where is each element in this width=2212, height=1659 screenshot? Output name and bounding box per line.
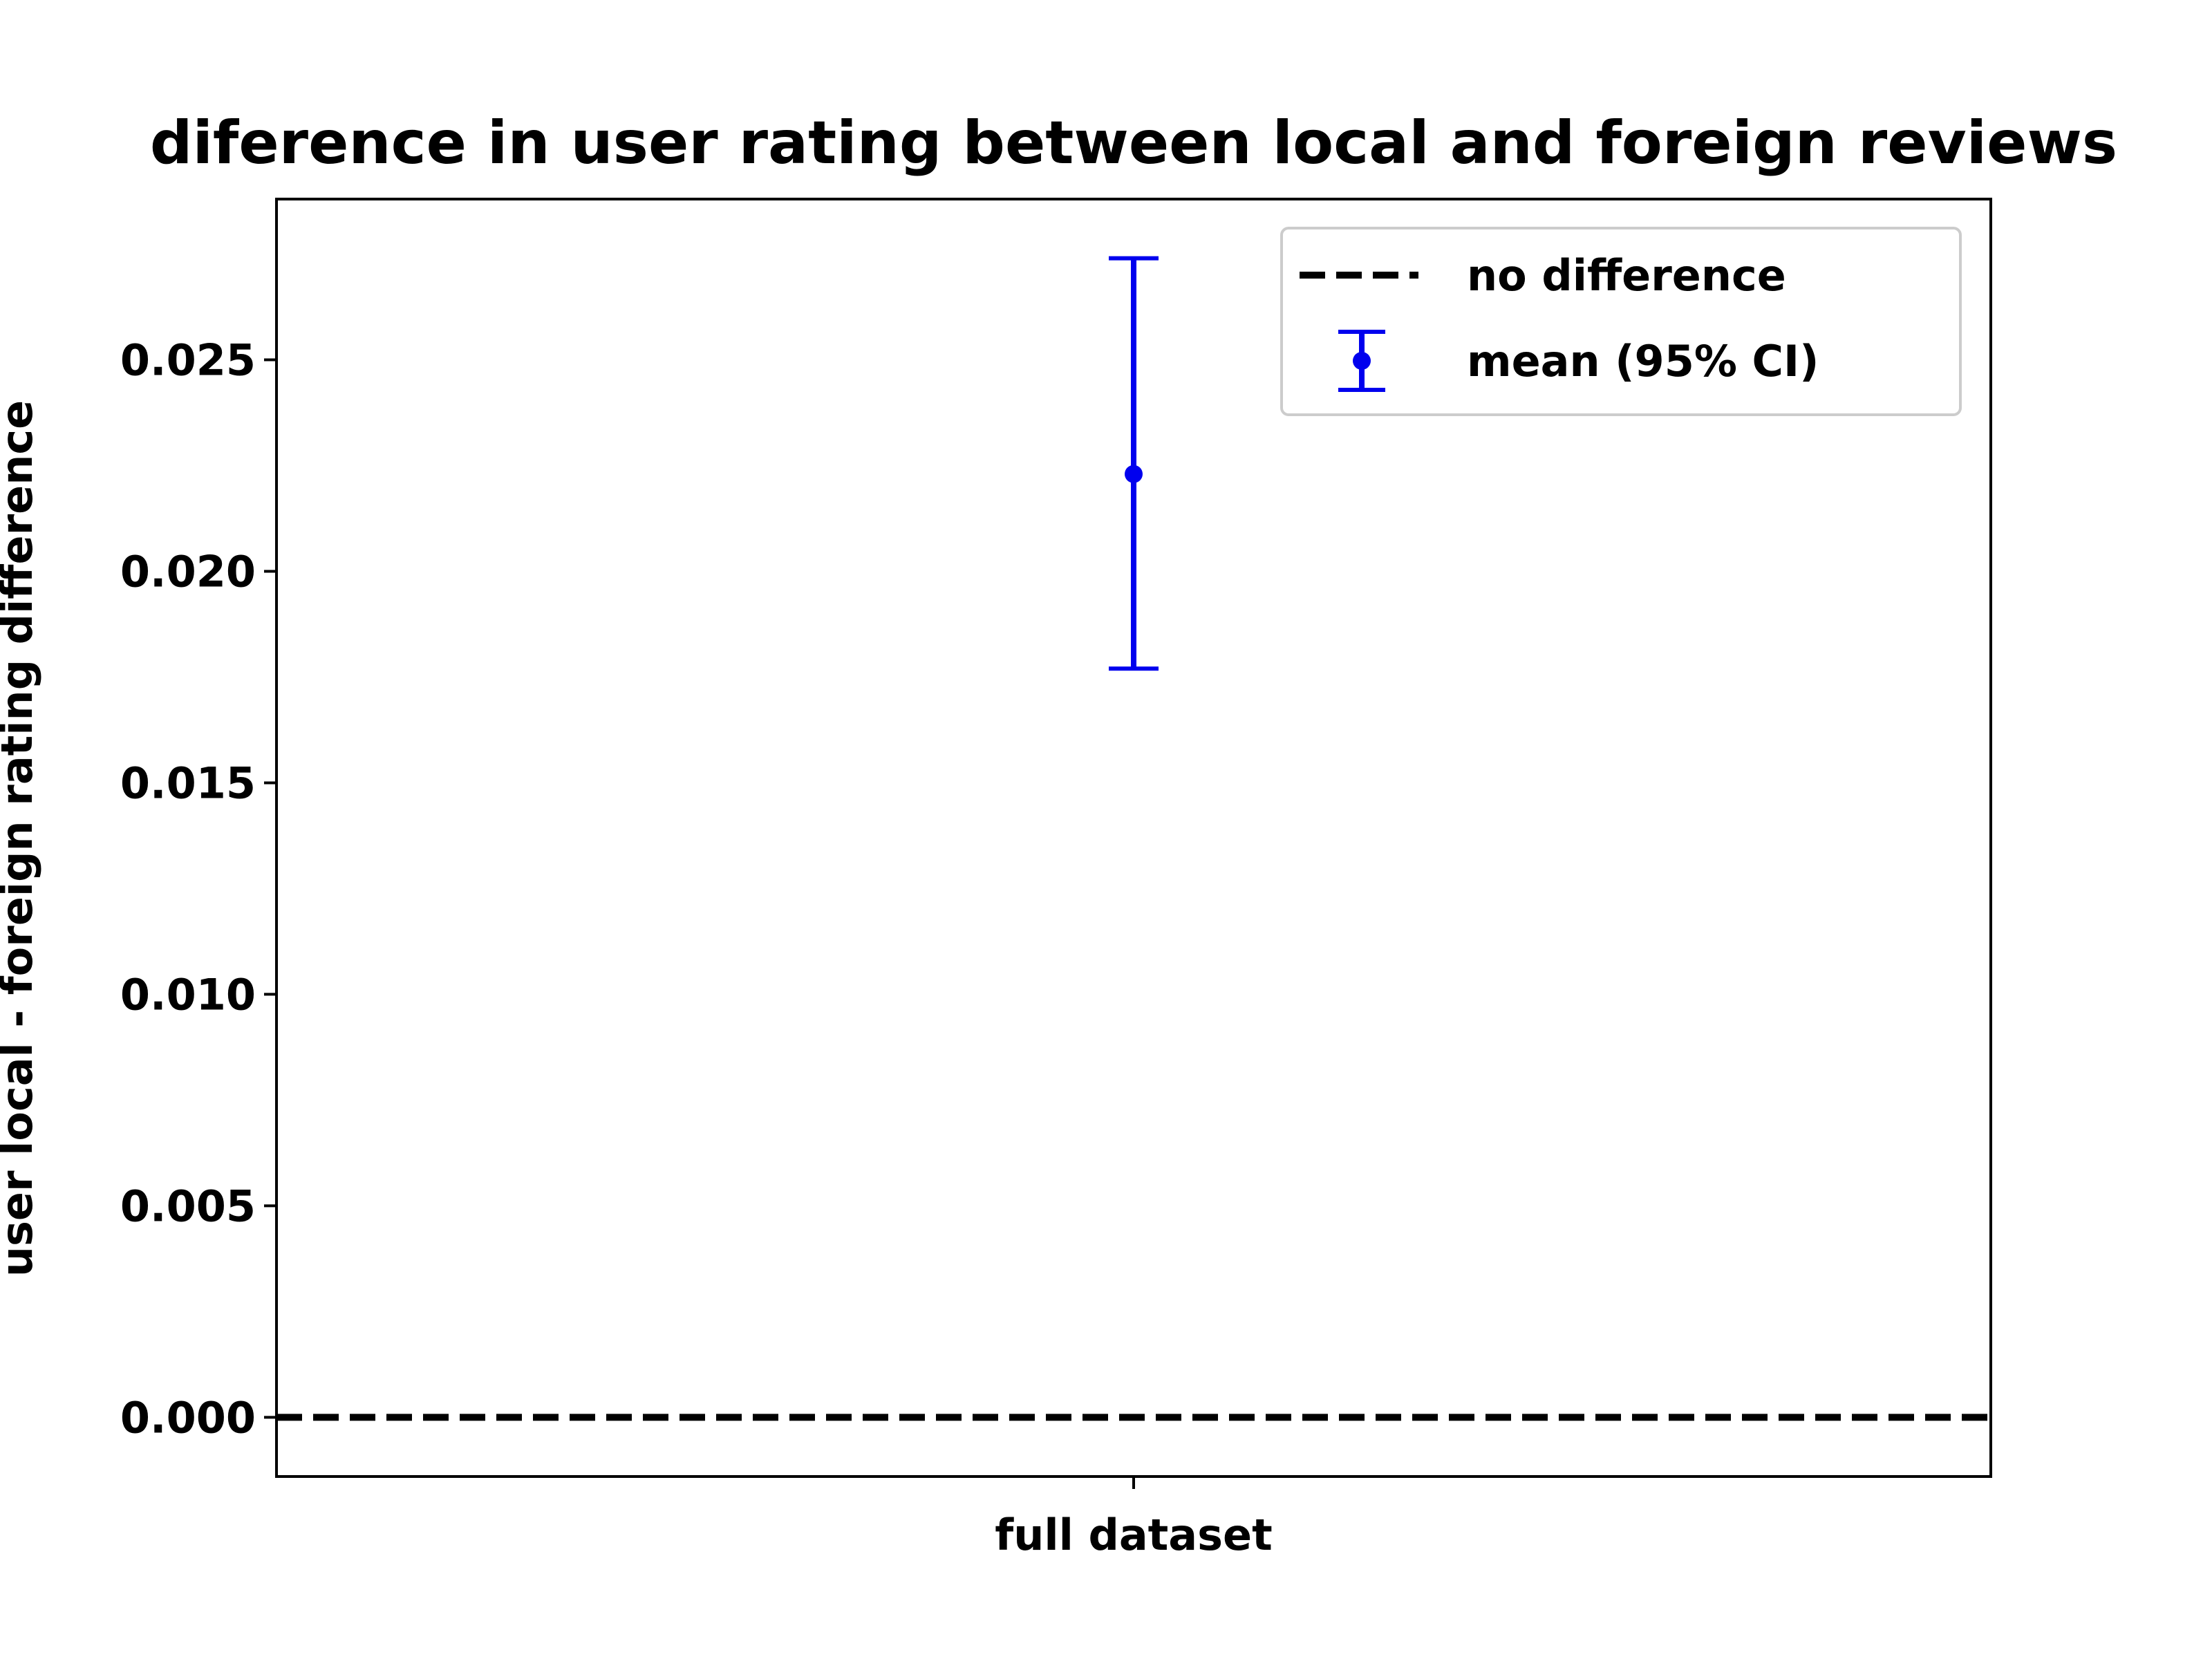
chart-title: diference in user rating between local a… [150,109,2117,178]
x-tick-label: full dataset [995,1510,1273,1560]
y-axis-label: user local - foreign rating difference [0,400,42,1277]
y-tick-label: 0.025 [120,335,256,386]
y-tick-label: 0.015 [120,758,256,808]
legend: no difference mean (95% CI) [1280,227,1962,416]
plot-marks [276,256,1991,1421]
y-tick-label: 0.010 [120,969,256,1020]
legend-label-no-difference: no difference [1467,250,1786,301]
legend-swatch-point [1353,352,1371,370]
legend-frame [1280,227,1962,416]
y-axis-ticks: 0.000 0.005 0.010 0.015 0.020 0.025 [120,335,276,1443]
x-axis-ticks: full dataset [995,1477,1273,1560]
y-tick-label: 0.005 [120,1181,256,1231]
mean-point [1125,465,1143,483]
y-tick-label: 0.020 [120,546,256,597]
legend-label-mean: mean (95% CI) [1467,336,1819,386]
y-tick-label: 0.000 [120,1392,256,1443]
